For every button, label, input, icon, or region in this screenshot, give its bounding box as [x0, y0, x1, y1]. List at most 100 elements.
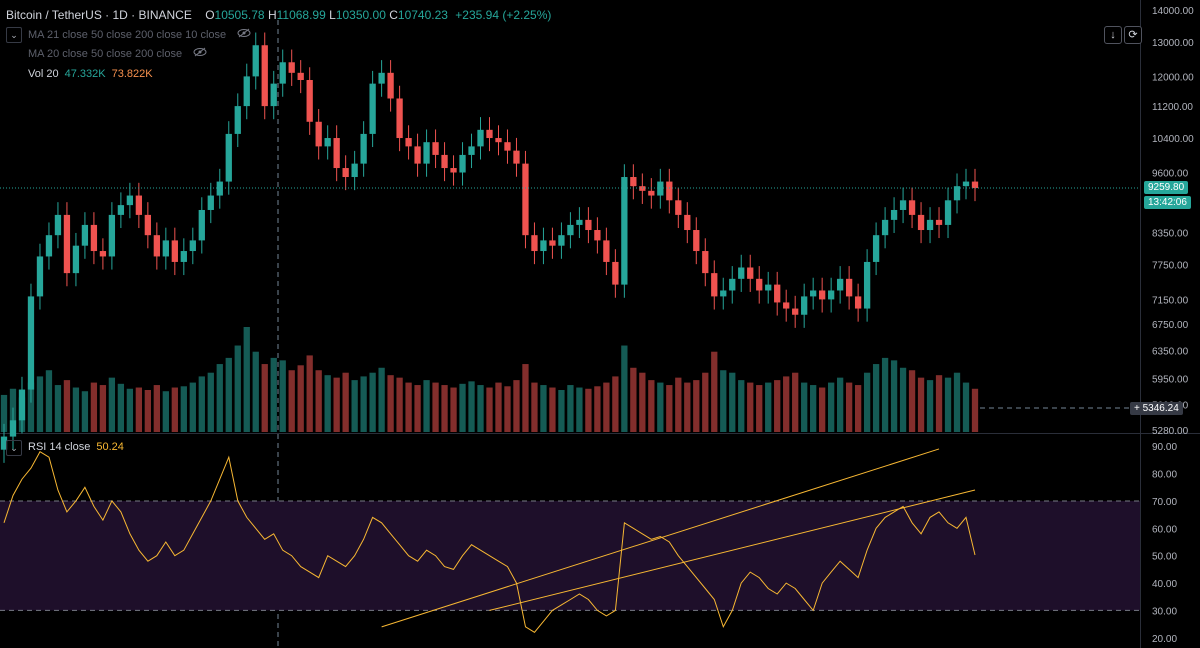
volume-bar — [225, 357, 232, 432]
rsi-tick-label: 80.00 — [1152, 470, 1177, 481]
ma20-label: MA 20 close 50 close 200 close — [28, 48, 183, 60]
symbol-name[interactable]: Bitcoin / TetherUS · 1D · BINANCE — [6, 8, 192, 22]
candle-body — [549, 240, 556, 246]
candle-body — [890, 209, 898, 220]
volume-bar — [962, 382, 970, 432]
candle-body — [297, 72, 304, 80]
candle-body — [405, 138, 412, 147]
volume-value: 47.332K — [64, 68, 106, 80]
candle-body — [908, 200, 916, 215]
volume-bar — [243, 327, 250, 432]
crosshair-price-tag[interactable]: + 5346.24 — [1130, 402, 1183, 415]
rsi-legend[interactable]: RSI 14 close 50.24 — [28, 441, 124, 453]
rsi-collapse-button[interactable]: ⌄ — [6, 440, 22, 456]
candle-body — [828, 290, 835, 300]
volume-bar — [342, 372, 349, 432]
volume-bar — [216, 364, 223, 432]
price-tick-label: 14000.00 — [1152, 6, 1194, 17]
price-tick-label: 8350.00 — [1152, 229, 1189, 240]
candle-body — [810, 290, 817, 297]
candle-body — [261, 45, 268, 107]
chevron-down-icon: ⌄ — [10, 30, 18, 40]
volume-bar — [504, 386, 511, 432]
volume-bar — [369, 372, 376, 432]
candle-body — [432, 142, 439, 155]
candle-body — [576, 219, 583, 225]
candle-body — [198, 209, 205, 241]
volume-bar — [522, 364, 529, 432]
candle-body — [558, 235, 565, 246]
volume-bar — [693, 380, 700, 432]
volume-bar — [819, 387, 826, 432]
price-tick-label: 6350.00 — [1152, 347, 1189, 358]
candle-body — [504, 142, 511, 151]
candle-body — [477, 129, 484, 147]
volume-bar — [90, 382, 98, 432]
candle-body — [54, 214, 62, 236]
volume-bar — [54, 385, 62, 432]
candle-body — [342, 168, 349, 178]
candle-body — [27, 296, 35, 390]
volume-bar — [594, 386, 601, 432]
ohlc-values: O10505.78 H11068.99 L10350.00 C10740.23 … — [205, 8, 551, 22]
eye-off-icon[interactable] — [193, 47, 207, 60]
candle-body — [594, 230, 601, 241]
candle-body — [630, 177, 637, 187]
candle-body — [243, 76, 250, 107]
volume-bar — [162, 391, 169, 432]
legend-collapse-button[interactable]: ⌄ — [6, 27, 22, 43]
volume-bar — [423, 380, 430, 432]
volume-bar — [836, 377, 844, 432]
download-button[interactable]: ↓ — [1104, 26, 1122, 44]
volume-label: Vol 20 — [28, 68, 59, 80]
volume-bar — [153, 385, 160, 432]
candle-body — [288, 62, 295, 73]
candle-body — [45, 235, 53, 257]
low-label: L — [329, 8, 336, 22]
volume-bar — [117, 383, 125, 432]
candle-body — [971, 181, 979, 189]
candle-body — [917, 214, 925, 231]
volume-bar — [684, 382, 691, 432]
volume-bar — [935, 375, 943, 432]
rsi-label: RSI 14 close — [28, 441, 91, 453]
volume-legend[interactable]: Vol 20 47.332K 73.822K — [28, 68, 153, 80]
volume-bar — [459, 383, 466, 432]
candle-body — [756, 278, 763, 291]
candle-body — [108, 214, 116, 257]
price-tick-label: 5950.00 — [1152, 375, 1189, 386]
candle-body — [324, 138, 331, 147]
volume-bar — [801, 382, 808, 432]
candle-body — [801, 296, 808, 315]
candle-body — [522, 163, 529, 236]
volume-bar — [45, 370, 53, 432]
price-tick-label: 11200.00 — [1152, 102, 1193, 113]
rsi-line — [3, 451, 976, 633]
volume-bar — [863, 372, 871, 432]
price-tick-label: 9600.00 — [1152, 169, 1189, 180]
candle-body — [315, 121, 322, 147]
volume-bar — [872, 364, 880, 432]
candle-body — [765, 284, 772, 291]
candle-body — [738, 267, 745, 279]
eye-off-icon[interactable] — [237, 28, 251, 41]
candle-body — [225, 133, 232, 182]
price-tick-label: 6750.00 — [1152, 320, 1189, 331]
change-value: +235.94 (+2.25%) — [455, 8, 552, 22]
rsi-band — [0, 500, 1140, 611]
refresh-button[interactable]: ⟳ — [1124, 26, 1142, 44]
ma20-legend[interactable]: MA 20 close 50 close 200 close — [28, 47, 207, 60]
candle-body — [648, 190, 655, 196]
volume-bar — [297, 365, 304, 432]
candle-body — [881, 219, 889, 236]
rsi-channel-upper — [381, 448, 940, 628]
rsi-tick-label: 40.00 — [1152, 579, 1177, 590]
candle-body — [207, 195, 214, 210]
ma21-legend[interactable]: MA 21 close 50 close 200 close 10 close — [28, 28, 251, 41]
high-value: 11068.99 — [276, 8, 326, 22]
candle-body — [495, 138, 502, 143]
candle-body — [531, 235, 538, 252]
volume-bar — [881, 357, 889, 432]
candle-body — [144, 214, 151, 236]
